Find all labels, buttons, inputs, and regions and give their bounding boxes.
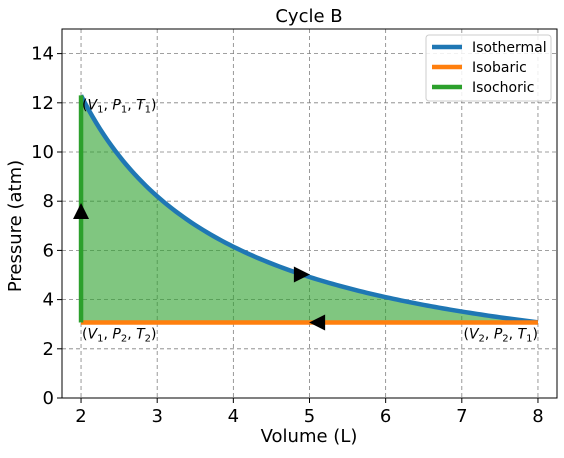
isothermal-process-line bbox=[79, 94, 539, 325]
x-axis-label: Volume (L) bbox=[261, 426, 358, 447]
arrow-layer bbox=[73, 203, 326, 331]
state-point-label: (V2, P2, T1) bbox=[463, 326, 537, 344]
direction-arrow-left bbox=[309, 314, 326, 331]
legend-label-isobaric: Isobaric bbox=[472, 60, 527, 76]
state-point-label: (V1, P1, T1) bbox=[82, 97, 156, 115]
direction-arrow-right bbox=[293, 266, 310, 283]
fill-layer bbox=[81, 95, 538, 323]
state-label-layer: (V1, P1, T1) (V1, P2, T2) (V2, P2, T1) bbox=[82, 97, 538, 344]
x-tick-label: 3 bbox=[151, 406, 162, 427]
x-tick-label: 6 bbox=[380, 406, 391, 427]
y-tick-label: 4 bbox=[43, 290, 54, 311]
y-tick-label: 8 bbox=[43, 191, 54, 212]
state-point-label: (V1, P2, T2) bbox=[82, 326, 156, 344]
y-tick-label: 14 bbox=[31, 44, 54, 65]
y-tick-label: 10 bbox=[31, 142, 54, 163]
y-tick-label: 2 bbox=[43, 339, 54, 360]
legend: Isothermal Isobaric Isochoric bbox=[425, 34, 552, 102]
x-tick-label: 8 bbox=[532, 406, 543, 427]
x-tick-label: 4 bbox=[228, 406, 239, 427]
y-tick-label: 12 bbox=[31, 93, 54, 114]
y-tick-label: 6 bbox=[43, 240, 54, 261]
legend-box bbox=[425, 34, 552, 102]
x-tick-label: 5 bbox=[304, 406, 315, 427]
cycle-area-fill bbox=[81, 95, 538, 323]
y-tick-label: 0 bbox=[43, 388, 54, 409]
x-tick-label: 7 bbox=[456, 406, 467, 427]
legend-label-isochoric: Isochoric bbox=[472, 80, 534, 96]
chart-title: Cycle B bbox=[275, 6, 342, 27]
x-tick-label: 2 bbox=[75, 406, 86, 427]
y-axis-label: Pressure (atm) bbox=[5, 160, 26, 292]
direction-arrow-up bbox=[73, 203, 90, 220]
legend-label-isothermal: Isothermal bbox=[472, 40, 547, 56]
